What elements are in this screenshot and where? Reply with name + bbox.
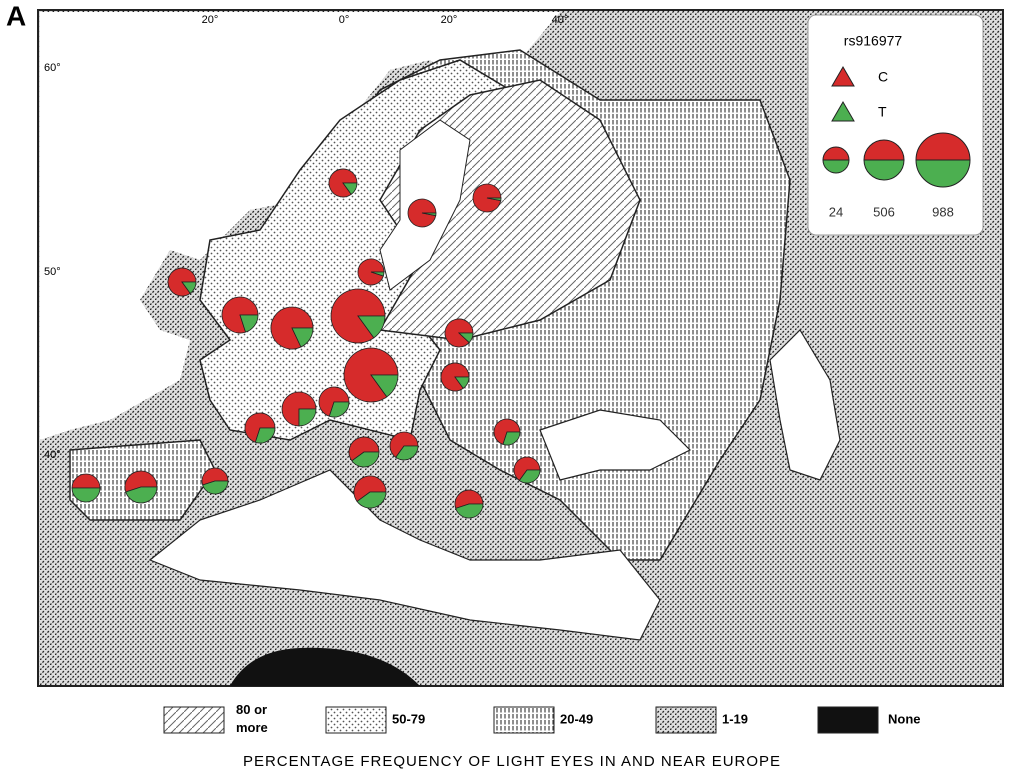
size-legend-top <box>915 132 971 161</box>
pie-slice-c <box>353 475 387 502</box>
longitude-label: 20° <box>202 14 219 26</box>
longitude-label: 20° <box>441 14 458 26</box>
pie <box>221 296 259 334</box>
size-legend-top <box>822 146 850 161</box>
pie <box>472 183 502 213</box>
pie-slice-t <box>125 486 158 504</box>
pie-slice-t <box>202 480 229 495</box>
longitude-label: 0° <box>339 14 350 26</box>
pie <box>167 267 197 297</box>
size-legend-bottom <box>822 159 850 174</box>
legend-label: 50-79 <box>392 711 425 726</box>
pie <box>201 467 229 495</box>
pie-slice-t <box>457 332 474 344</box>
pie-slice-t <box>351 451 380 468</box>
latitude-label: 60° <box>44 62 61 74</box>
pie <box>343 347 399 403</box>
legend-label: None <box>888 711 921 726</box>
size-legend-top <box>863 139 905 161</box>
pie <box>348 436 380 468</box>
pie-slice-t <box>254 427 276 444</box>
pie-slice-c <box>389 431 419 458</box>
atlantic <box>40 12 560 440</box>
pie-slice-t <box>71 487 101 503</box>
pie <box>270 306 314 350</box>
pie <box>454 489 484 519</box>
pie <box>330 288 386 344</box>
size-legend-label: 24 <box>829 204 843 219</box>
pie-legend-title: rs916977 <box>844 33 903 49</box>
pie-slice-t <box>395 445 419 461</box>
size-legend-label: 506 <box>873 204 895 219</box>
pie-slice-t <box>181 281 197 294</box>
pie <box>244 412 276 444</box>
region-none <box>230 647 420 686</box>
legend-swatch <box>493 706 555 734</box>
pie-slice-t <box>298 408 317 427</box>
pie-slice-t <box>502 431 521 446</box>
pie-slice-t <box>421 212 437 217</box>
caption: PERCENTAGE FREQUENCY OF LIGHT EYES IN AN… <box>243 753 781 770</box>
size-legend-bottom <box>915 159 971 188</box>
black-sea <box>539 409 692 481</box>
legend-swatch <box>163 706 225 734</box>
pie-slice-c <box>71 473 101 489</box>
pie-slice-t <box>356 491 387 509</box>
latitude-label: 40° <box>44 449 61 461</box>
legend-marker <box>831 66 855 87</box>
size-legend-bottom <box>863 159 905 181</box>
map-body <box>37 9 1004 687</box>
pie-slice-t <box>454 376 470 389</box>
pie-slice-t <box>357 315 386 339</box>
pie-slice-t <box>291 327 314 348</box>
pie-slice-t <box>370 374 399 398</box>
pie <box>444 318 474 348</box>
pie <box>124 470 158 504</box>
pie <box>328 168 358 198</box>
pie-slice-t <box>486 197 502 202</box>
pie-slice-c <box>348 436 380 462</box>
pie <box>71 473 101 503</box>
pie-slice-t <box>342 182 358 195</box>
size-legend-label: 988 <box>932 204 954 219</box>
legend-swatch <box>325 706 387 734</box>
pie-slice-c <box>513 456 541 482</box>
pie-slice-c <box>281 391 317 427</box>
pie-slice-t <box>455 503 484 519</box>
longitude-label: 40° <box>552 14 569 26</box>
pie-slice-t <box>328 401 350 418</box>
pie <box>318 386 350 418</box>
legend-marker <box>831 101 855 122</box>
pie <box>353 475 387 509</box>
pie <box>389 431 419 461</box>
pie-slice-t <box>370 271 385 277</box>
pie <box>281 391 317 427</box>
legend-label: 1-19 <box>722 711 748 726</box>
pie <box>357 258 385 286</box>
pie <box>513 456 541 484</box>
legend-label: 80 or more <box>236 702 268 735</box>
pie <box>407 198 437 228</box>
legend-label: T <box>878 104 887 120</box>
legend-label: 20-49 <box>560 711 593 726</box>
caspian-sea <box>769 329 841 481</box>
pie-slice-t <box>518 469 541 484</box>
latitude-label: 50° <box>44 266 61 278</box>
pie <box>440 362 470 392</box>
pie-slice-t <box>239 314 259 333</box>
legend-swatch <box>817 706 879 734</box>
panel-label: A <box>6 0 26 31</box>
legend-swatch <box>655 706 717 734</box>
legend-label: C <box>878 69 888 85</box>
pie <box>493 418 521 446</box>
